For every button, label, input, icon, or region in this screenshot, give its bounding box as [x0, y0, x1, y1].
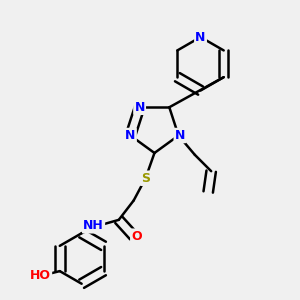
Text: NH: NH: [83, 219, 104, 232]
Text: S: S: [141, 172, 150, 185]
Text: O: O: [131, 230, 142, 243]
Text: HO: HO: [30, 269, 51, 282]
Text: N: N: [134, 101, 145, 114]
Text: N: N: [175, 129, 185, 142]
Text: N: N: [195, 31, 206, 44]
Text: N: N: [125, 129, 136, 142]
